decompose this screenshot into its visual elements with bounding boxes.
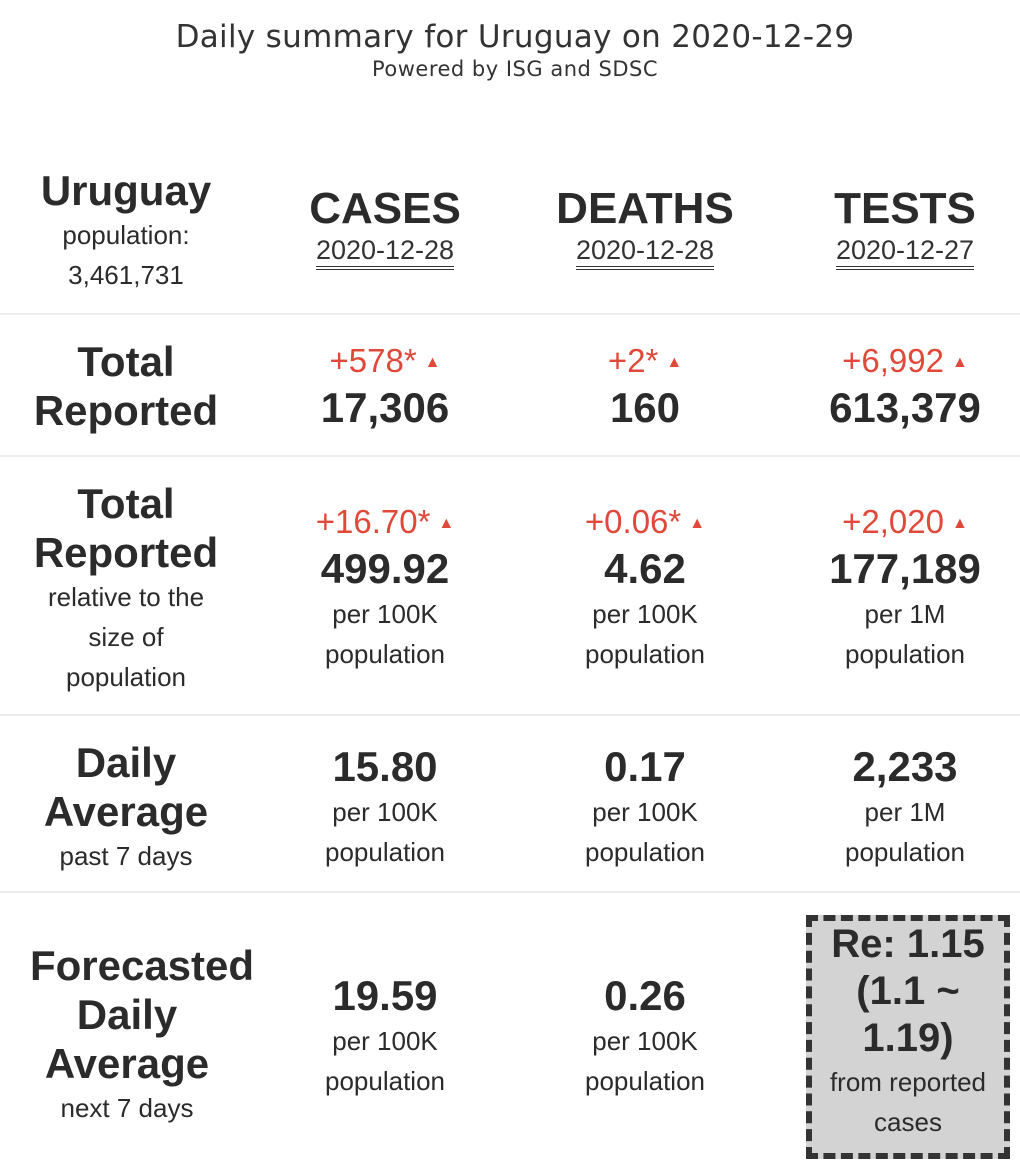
forecast-label: Forecasted Daily Average next 7 days [2,941,282,1128]
re-interval-end: 1.19) [862,1016,954,1060]
page-header: Daily summary for Uruguay on 2020-12-29 … [0,18,1020,82]
triangle-up-icon: ▲ [666,354,683,371]
cases-daily-cell: 15.80 per 100K population [255,742,515,872]
tests-label: TESTS [834,184,976,233]
cases-forecast-cell: 19.59 per 100K population [255,971,515,1101]
row-label-line: Reported [33,387,219,434]
unit-label: per 100K [592,599,698,629]
row-sublabel: next 7 days [60,1093,194,1123]
tests-column-header: TESTS 2020-12-27 [775,184,1020,270]
row-label-line: Forecasted [29,942,255,989]
re-estimate-box: Re: 1.15 (1.1 ~ 1.19) from reported case… [806,915,1010,1159]
page-title: Daily summary for Uruguay on 2020-12-29 [175,19,855,55]
row-label-line: Average [44,1040,210,1087]
unit-label: population [845,639,965,669]
relative-value: 177,189 [829,545,981,592]
row-label-line: Total [77,338,175,385]
unit-label: per 100K [332,1026,438,1056]
deaths-date-link[interactable]: 2020-12-28 [575,234,715,270]
delta-value: +0.06* ▲ [584,503,706,540]
total-value: 613,379 [829,384,981,431]
row-label-line: Daily [75,739,177,786]
forecast-value: 19.59 [332,972,438,1019]
column-header-row: Uruguay population: 3,461,731 CASES 2020… [0,160,1020,312]
deaths-label: DEATHS [556,184,734,233]
relative-value: 499.92 [320,545,450,592]
total-value: 160 [609,384,681,431]
row-sublabel: population [66,662,186,692]
re-source-label: from reported [829,1067,987,1097]
deaths-daily-cell: 0.17 per 100K population [515,742,775,872]
triangle-up-icon: ▲ [952,354,968,371]
forecast-row: Forecasted Daily Average next 7 days 19.… [0,891,1020,1166]
cases-total-cell: +578* ▲ 17,306 [255,341,515,433]
unit-label: per 100K [592,1026,698,1056]
delta-value: +6,992 ▲ [842,342,968,379]
deaths-forecast-cell: 0.26 per 100K population [515,971,775,1101]
country-name: Uruguay [40,167,212,214]
unit-label: population [585,639,705,669]
relative-value: 4.62 [604,545,686,592]
unit-label: population [585,1066,705,1096]
delta-value: +578* ▲ [329,342,441,379]
triangle-up-icon: ▲ [952,515,968,532]
delta-value: +16.70* ▲ [315,503,455,540]
unit-label: per 100K [332,599,438,629]
tests-date-link[interactable]: 2020-12-27 [835,234,975,270]
unit-label: per 1M [864,797,946,827]
triangle-up-icon: ▲ [438,515,455,532]
tests-total-cell: +6,992 ▲ 613,379 [775,341,1020,433]
row-sublabel: size of [88,622,164,652]
triangle-up-icon: ▲ [689,515,706,532]
daily-value: 0.17 [604,743,686,790]
cases-label: CASES [309,184,461,233]
re-value: Re: 1.15 [831,922,985,966]
row-sublabel: past 7 days [59,841,193,871]
delta-value: +2,020 ▲ [842,503,968,540]
row-label-line: Daily [76,991,178,1038]
population-label: population: [62,220,190,250]
country-info: Uruguay population: 3,461,731 [0,166,252,295]
deaths-column-header: DEATHS 2020-12-28 [515,184,775,270]
daily-value: 15.80 [332,743,438,790]
row-label-line: Average [43,788,209,835]
daily-value: 2,233 [852,743,958,790]
delta-value: +2* ▲ [607,342,683,379]
tests-daily-cell: 2,233 per 1M population [775,742,1020,872]
unit-label: per 100K [592,797,698,827]
re-source-label: cases [874,1107,942,1137]
total-value: 17,306 [320,384,450,431]
page-subtitle: Powered by ISG and SDSC [371,57,659,81]
unit-label: population [325,1066,445,1096]
relative-label: Total Reported relative to the size of p… [0,479,252,697]
row-label-line: Total [77,480,175,527]
triangle-up-icon: ▲ [424,354,441,371]
total-reported-label: Total Reported [0,337,252,435]
tests-relative-cell: +2,020 ▲ 177,189 per 1M population [775,502,1020,674]
row-sublabel: relative to the [47,582,205,612]
daily-average-row: Daily Average past 7 days 15.80 per 100K… [0,714,1020,892]
cases-column-header: CASES 2020-12-28 [255,184,515,270]
re-interval-start: (1.1 ~ [856,969,960,1013]
population-value: 3,461,731 [68,260,184,290]
forecast-value: 0.26 [604,972,686,1019]
unit-label: population [585,837,705,867]
unit-label: population [845,837,965,867]
cases-relative-cell: +16.70* ▲ 499.92 per 100K population [255,502,515,674]
daily-average-label: Daily Average past 7 days [0,738,252,876]
total-reported-row: Total Reported +578* ▲ 17,306 +2* ▲ 160 +6… [0,313,1020,456]
deaths-total-cell: +2* ▲ 160 [515,341,775,433]
row-label-line: Reported [33,529,219,576]
cases-date-link[interactable]: 2020-12-28 [315,234,455,270]
deaths-relative-cell: +0.06* ▲ 4.62 per 100K population [515,502,775,674]
unit-label: per 100K [332,797,438,827]
unit-label: population [325,837,445,867]
unit-label: per 1M [864,599,946,629]
unit-label: population [325,639,445,669]
relative-row: Total Reported relative to the size of p… [0,455,1020,715]
